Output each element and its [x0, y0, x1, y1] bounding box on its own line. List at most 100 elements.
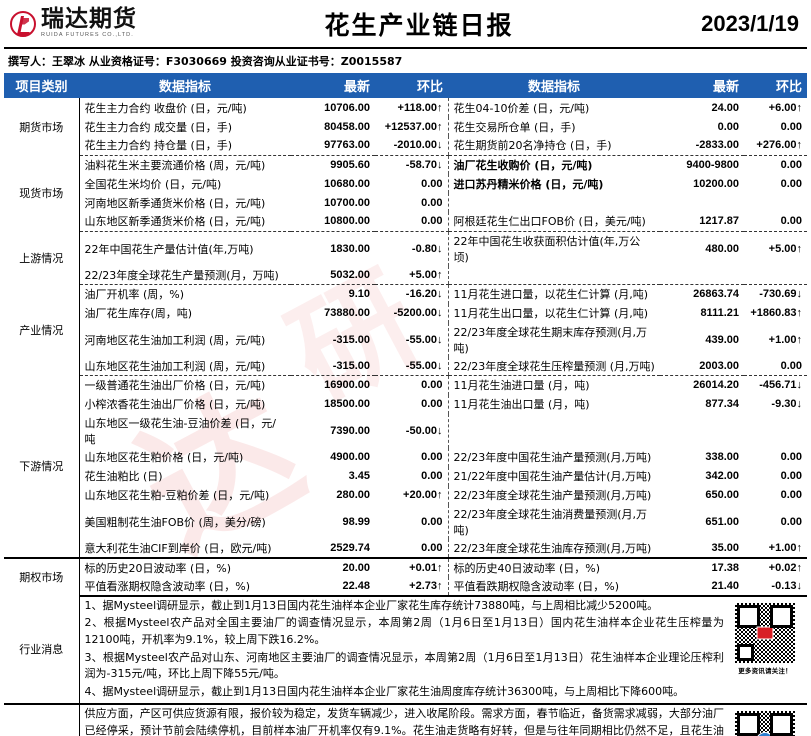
- table-row: 22/23年度全球花生产量预测(月，万吨) 5032.00 +5.00↑: [4, 265, 807, 285]
- indicator-left: 山东地区花生粕价格 (日，元/吨): [84, 451, 244, 464]
- latest-right: 26014.20: [693, 379, 739, 392]
- news-content: 1、据Mysteel调研显示，截止到1月13日国内花生油样本企业厂家花生库存统计…: [79, 595, 807, 705]
- indicator-right: 油厂花生收购价 (日，元/吨): [447, 155, 660, 174]
- table-row: 意大利花生油CIF到岸价 (日，欧元/吨) 2529.74 0.00 22/23年度全…: [4, 538, 807, 558]
- header-divider: [4, 47, 807, 49]
- change-left: +12537.00↑: [384, 120, 443, 133]
- indicator-right: 11月花生出口量，以花生仁计算 (月,吨): [447, 303, 660, 323]
- table-header-row: 项目类别 数据指标 最新 环比 数据指标 最新 环比: [4, 73, 807, 98]
- indicator-left: 花生主力合约 成交量 (日，手): [84, 120, 233, 134]
- change-left: -58.70↓: [405, 158, 443, 171]
- latest-right: 17.38: [660, 556, 744, 577]
- change-left: 0.00: [421, 177, 443, 190]
- latest-right: 24.00: [711, 101, 739, 114]
- news-row: 行业消息 1、据Mysteel调研显示，截止到1月13日国内花生油样本企业厂家花生…: [4, 595, 807, 705]
- change-right: [744, 414, 807, 448]
- table-row: 山东地区花生粕价格 (日，元/吨) 4900.00 0.00 22/23年度中国花生油…: [4, 447, 807, 467]
- table-row: 河南地区花生油加工利润 (周，元/吨) -315.00 -55.00↓ 22/23年度…: [4, 322, 807, 357]
- latest-right: 9400-9800: [686, 158, 739, 171]
- latest-right: 21.40: [660, 576, 744, 597]
- indicator-right: 花生期货前20名净持仓 (日，手): [447, 136, 660, 156]
- indicator-left: 山东地区新季通货米价格 (日，元/吨): [79, 212, 291, 232]
- news-item: 2、根据Mysteel农产品对全国主要油厂的调查情况显示，本周第2周（1月6日至…: [84, 616, 725, 646]
- latest-right: 0.00: [717, 120, 739, 133]
- table-row: 河南地区新季通货米价格 (日，元/吨) 10700.00 0.00: [4, 193, 807, 212]
- summary-row: 观点总结供应方面，产区可供应货源有限，报价较为稳定，发货车辆减少，进入收尾阶段。…: [4, 703, 807, 736]
- latest-right: 1217.87: [660, 212, 744, 232]
- latest-right: 650.00: [705, 489, 739, 501]
- latest-left: -315.00: [332, 333, 370, 346]
- indicator-right: 进口苏丹精米价格 (日，元/吨): [447, 174, 660, 193]
- indicator-right: 11月花生进口量，以花生仁计算 (月,吨): [447, 284, 660, 304]
- indicator-left: 一级普通花生油出厂价格 (日，元/吨): [84, 379, 266, 393]
- author-line: 撰写人：王翠冰 从业资格证号：F3030669 投资咨询从业证书号：Z00155…: [8, 55, 403, 68]
- change-right: 0.00: [780, 120, 802, 133]
- indicator-left: 花生主力合约 收盘价 (日，元/吨): [84, 101, 247, 115]
- indicator-left: 22年中国花生产量估计值(年,万吨): [84, 242, 254, 256]
- change-right: 0.00: [780, 158, 802, 171]
- latest-left: 10706.00: [324, 101, 370, 114]
- news-item: 3、根据Mysteel农产品对山东、河南地区主要油厂的调查情况显示，本周第2周（…: [84, 650, 725, 681]
- latest-left: 16900.00: [324, 379, 370, 392]
- indicator-right: 22/23年度全球花生期末库存预测(月,万吨): [447, 322, 660, 357]
- indicator-right: 阿根廷花生仁出口FOB价 (日，美元/吨): [447, 212, 660, 232]
- latest-right: [660, 265, 744, 285]
- change-left: 0.00: [421, 398, 443, 410]
- change-right: +1.00↑: [768, 333, 802, 346]
- qr-block: 更多观点请咨询！: [728, 706, 802, 736]
- latest-right: -2833.00: [660, 136, 744, 156]
- table-row: 现货市场 油料花生米主要流通价格 (周，元/吨) 9905.60 -58.70↓ 油厂花…: [4, 155, 807, 231]
- latest-left: 5032.00: [291, 265, 375, 285]
- indicator-left: 美国粗制花生油FOB价 (周，美分/磅): [84, 515, 266, 529]
- indicator-right: [447, 193, 660, 212]
- latest-left: 18500.00: [324, 398, 370, 410]
- change-right: -0.13↓: [744, 576, 807, 597]
- latest-left: 4900.00: [330, 451, 370, 463]
- change-left: -55.00↓: [375, 356, 448, 376]
- category-label: 期权市场: [4, 556, 80, 596]
- table-row: 山东地区新季通货米价格 (日，元/吨) 10800.00 0.00 阿根廷花生仁出口F…: [4, 212, 807, 232]
- change-left: -50.00↓: [405, 424, 443, 437]
- brand-name-en: RUIDA FUTURES CO.,LTD.: [41, 32, 134, 39]
- indicator-left: 河南地区花生油加工利润 (周，元/吨): [84, 333, 266, 347]
- table-row: 山东地区花生油加工利润 (周，元/吨) -315.00 -55.00↓ 22/23年度…: [4, 356, 807, 376]
- qr-code-icon[interactable]: [734, 709, 796, 736]
- latest-right: 651.00: [705, 515, 739, 528]
- change-left: +5.00↑: [375, 265, 448, 285]
- page-title: 花生产业链日报: [324, 10, 514, 40]
- col-change-l: 环比: [375, 73, 448, 98]
- data-table: 项目类别 数据指标 最新 环比 数据指标 最新 环比 期货市场 花生主力合约 收盘…: [4, 73, 807, 736]
- change-right: +0.02↑: [744, 556, 807, 577]
- indicator-right: 标的历史40日波动率 (日，%): [447, 556, 660, 577]
- change-left: 0.00: [421, 451, 443, 463]
- table-row: 油厂花生库存(周，吨) 73880.00 -5200.00↓ 11月花生出口量，以花生…: [4, 303, 807, 323]
- change-right: +1.00↑: [744, 538, 807, 558]
- indicator-right: 平值看跌期权隐含波动率 (日，%): [447, 576, 660, 597]
- change-right: 0.00: [780, 451, 802, 463]
- col-category: 项目类别: [4, 73, 79, 98]
- change-right: -456.71↓: [759, 379, 802, 392]
- indicator-right: 21/22年度中国花生油产量估计(月,万吨): [447, 466, 660, 486]
- qr-block: 更多资讯请关注！: [728, 598, 802, 677]
- latest-left: 7390.00: [330, 424, 370, 437]
- latest-left: 2529.74: [291, 538, 375, 558]
- latest-right: 26863.74: [693, 288, 739, 301]
- qr-code-icon[interactable]: [734, 601, 796, 664]
- qr-caption: 更多资讯请关注！: [738, 666, 792, 675]
- change-left: -0.80↓: [411, 242, 443, 255]
- table-row: 美国粗制花生油FOB价 (周，美分/磅) 98.99 0.00 22/23年度全球花生…: [4, 504, 807, 539]
- indicator-left: 河南地区新季通货米价格 (日，元/吨): [84, 196, 266, 210]
- table-row: 花生主力合约 成交量 (日，手) 80458.00 +12537.00↑ 花生交易所仓…: [4, 117, 807, 136]
- change-left: -5200.00↓: [393, 307, 443, 319]
- latest-left: 10700.00: [324, 196, 370, 209]
- indicator-right: 22/23年度全球花生压榨量预测 (月,万吨): [447, 356, 660, 376]
- latest-left: 10800.00: [291, 212, 375, 232]
- latest-left: 9.10: [348, 288, 370, 301]
- latest-left: 22.48: [291, 576, 375, 597]
- summary-content: 供应方面，产区可供应货源有限，报价较为稳定，发货车辆减少，进入收尾阶段。需求方面…: [79, 703, 807, 736]
- indicator-left: 油厂花生库存(周，吨): [84, 307, 193, 320]
- change-left: +2.73↑: [375, 576, 448, 597]
- change-right: +6.00↑: [768, 101, 802, 114]
- summary-text: 供应方面，产区可供应货源有限，报价较为稳定，发货车辆减少，进入收尾阶段。需求方面…: [84, 706, 725, 736]
- change-right: +5.00↑: [768, 242, 802, 255]
